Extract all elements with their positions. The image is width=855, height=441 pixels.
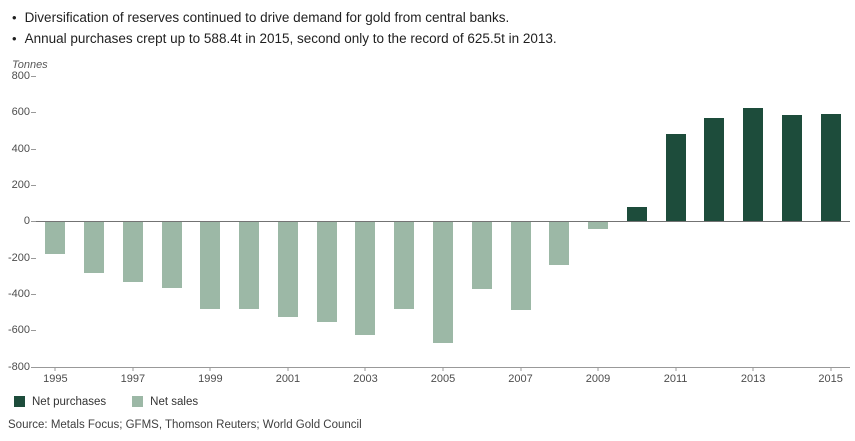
bar-1997 xyxy=(122,222,143,282)
legend-item-net-sales: Net sales xyxy=(132,396,198,408)
bullet-item: • Annual purchases crept up to 588.4t in… xyxy=(12,29,845,50)
source-note: Source: Metals Focus; GFMS, Thomson Reut… xyxy=(8,418,362,431)
y-axis-unit-label: Tonnes xyxy=(12,58,48,71)
x-axis-label: 1995 xyxy=(43,372,68,385)
x-axis-tick xyxy=(520,366,522,371)
bullet-text: Annual purchases crept up to 588.4t in 2… xyxy=(24,30,557,46)
y-axis-label: 800 xyxy=(11,69,30,82)
y-axis-label: -600 xyxy=(7,324,30,337)
bar-2011 xyxy=(665,133,686,222)
y-axis-label: -400 xyxy=(7,288,30,301)
y-axis-tick xyxy=(31,257,36,259)
x-axis-label: 2011 xyxy=(663,372,688,385)
y-axis-label: -200 xyxy=(7,251,30,264)
plot-area: 800 600 400 200 0 -200 -400 -600 -800 1995 1997 199… xyxy=(8,70,850,385)
bullet-text: Diversification of reserves continued to… xyxy=(24,10,510,25)
legend-label: Net sales xyxy=(150,395,199,408)
bar-1996 xyxy=(84,222,105,274)
bar-1995 xyxy=(45,222,66,254)
x-axis-tick xyxy=(442,366,444,371)
y-axis-tick xyxy=(31,294,36,296)
net-purchases-swatch-icon xyxy=(14,396,25,408)
bar-2013 xyxy=(743,107,764,222)
x-axis-tick xyxy=(132,366,134,371)
y-axis-label: 600 xyxy=(11,106,30,119)
bullet-icon: • xyxy=(12,30,17,46)
bar-chart: 800 600 400 200 0 -200 -400 -600 -800 1995 1997 199… xyxy=(0,70,855,388)
y-axis-label: -800 xyxy=(7,360,30,373)
x-axis-tick xyxy=(364,366,366,371)
bar-2010 xyxy=(626,206,647,222)
bar-2005 xyxy=(433,222,453,343)
y-axis-label: 0 xyxy=(23,215,30,228)
bar-2002 xyxy=(316,222,337,322)
bar-2000 xyxy=(239,222,260,310)
x-axis-tick xyxy=(54,366,56,371)
x-axis-label: 2001 xyxy=(275,372,301,385)
bullet-item: • Diversification of reserves continued … xyxy=(12,8,845,29)
y-axis-label: 200 xyxy=(11,178,30,191)
x-axis-tick xyxy=(209,366,211,371)
x-axis-label: 2013 xyxy=(740,372,766,385)
chart-legend: Net purchases Net sales xyxy=(14,396,855,408)
y-axis-tick xyxy=(31,366,36,368)
x-axis-label: 1999 xyxy=(198,372,223,385)
zero-baseline xyxy=(36,221,850,223)
bullet-list: • Diversification of reserves continued … xyxy=(0,0,855,50)
bar-2008 xyxy=(549,222,570,266)
bar-2012 xyxy=(704,117,725,222)
x-axis-tick xyxy=(830,366,832,371)
bar-1999 xyxy=(200,222,221,310)
bar-2015 xyxy=(820,114,841,222)
bar-2004 xyxy=(394,222,415,310)
x-axis-label: 1997 xyxy=(120,372,146,385)
bar-2003 xyxy=(355,222,376,336)
bullet-icon: • xyxy=(12,10,17,25)
x-axis-tick xyxy=(675,366,677,371)
y-axis-label: 400 xyxy=(11,142,30,155)
x-axis-tick xyxy=(597,366,599,371)
legend-item-net-purchases: Net purchases xyxy=(14,396,106,408)
x-axis-label: 2009 xyxy=(585,372,611,385)
bar-2006 xyxy=(471,222,492,289)
y-axis-tick xyxy=(31,112,36,114)
bar-2001 xyxy=(277,222,298,317)
bar-2007 xyxy=(510,222,531,311)
y-axis-tick xyxy=(31,148,36,150)
x-axis-label: 2007 xyxy=(508,372,533,385)
x-axis-label: 2005 xyxy=(430,372,456,385)
x-axis-label: 2015 xyxy=(818,372,843,385)
y-axis-tick xyxy=(31,75,36,77)
legend-label: Net purchases xyxy=(32,395,107,408)
bar-1998 xyxy=(161,222,182,289)
y-axis-tick xyxy=(31,330,36,332)
bar-2014 xyxy=(781,115,802,222)
y-axis-tick xyxy=(31,221,36,223)
x-axis-tick xyxy=(752,366,754,371)
x-axis-tick xyxy=(287,366,289,371)
x-axis-label: 2003 xyxy=(353,372,378,385)
y-axis-tick xyxy=(31,184,36,186)
net-sales-swatch-icon xyxy=(132,396,144,408)
bar-2009 xyxy=(588,222,609,229)
